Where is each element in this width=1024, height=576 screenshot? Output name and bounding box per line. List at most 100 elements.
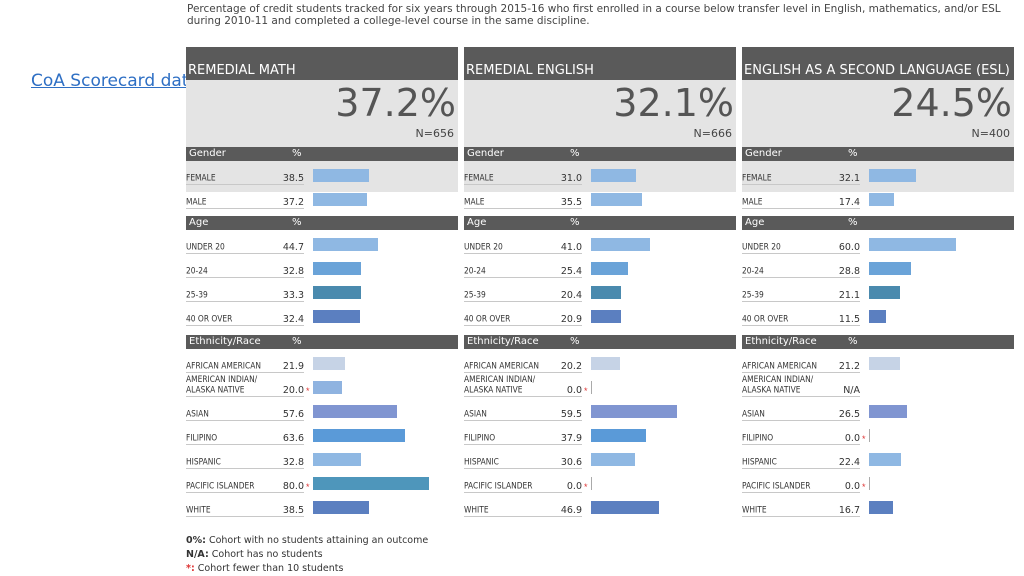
data-bar — [869, 357, 900, 370]
bar-row: MALE 35.5 — [464, 187, 736, 209]
section-title: Ethnicity/Race — [189, 336, 261, 347]
bar-row: HISPANIC 30.6 — [464, 447, 736, 469]
section-percent-label: % — [292, 148, 302, 159]
section-header: Gender% — [186, 147, 458, 161]
section-header: Gender% — [464, 147, 736, 161]
section-percent-label: % — [848, 217, 858, 228]
data-bar — [313, 453, 361, 466]
data-bar — [591, 405, 678, 418]
row-rule — [742, 325, 860, 326]
value-label: 21.2 — [838, 361, 860, 372]
bar-row: AMERICAN INDIAN/ ALASKA NATIVE 20.0 * — [186, 373, 458, 397]
bar-row: AMERICAN INDIAN/ ALASKA NATIVE N/A — [742, 373, 1014, 397]
category-label: 20-24 — [742, 265, 764, 276]
bar-row: WHITE 38.5 — [186, 495, 458, 517]
category-label: ASIAN — [742, 408, 765, 419]
category-label: AMERICAN INDIAN/ ALASKA NATIVE — [464, 373, 536, 395]
category-label: FEMALE — [742, 172, 772, 183]
bar-row: FEMALE 31.0 — [464, 163, 736, 185]
section-title: Age — [189, 217, 209, 228]
row-rule — [742, 516, 860, 517]
row-rule — [742, 444, 860, 445]
row-rule — [464, 444, 582, 445]
category-label: FILIPINO — [464, 432, 496, 443]
cohort-size: N=666 — [693, 127, 732, 140]
bar-row: PACIFIC ISLANDER 0.0 * — [742, 471, 1014, 493]
data-bar — [313, 501, 369, 514]
bar-row: UNDER 20 44.7 — [186, 232, 458, 254]
section-header: Age% — [742, 216, 1014, 230]
value-label: 0.0 — [566, 481, 582, 492]
row-rule — [186, 444, 304, 445]
category-label: AMERICAN INDIAN/ ALASKA NATIVE — [742, 373, 814, 395]
section-percent-label: % — [570, 336, 580, 347]
bar-row: 40 OR OVER 20.9 — [464, 304, 736, 326]
value-label: 0.0 — [844, 481, 860, 492]
section-title: Age — [467, 217, 487, 228]
value-label: 32.8 — [282, 457, 304, 468]
chart-panel: REMEDIAL MATH 37.2% N=656 Gender% FEMALE 38.5… — [186, 47, 458, 567]
data-bar — [591, 453, 636, 466]
bar-row: MALE 37.2 — [186, 187, 458, 209]
value-label: 60.0 — [838, 242, 860, 253]
category-label: 40 OR OVER — [464, 313, 511, 324]
row-rule — [742, 396, 860, 397]
value-label: 22.4 — [838, 457, 860, 468]
category-label: 25-39 — [742, 289, 764, 300]
data-bar — [869, 193, 895, 206]
legend-zero-key: 0%: — [186, 535, 206, 546]
row-rule — [464, 301, 582, 302]
bar-row: UNDER 20 60.0 — [742, 232, 1014, 254]
bar-row: FILIPINO 0.0 * — [742, 423, 1014, 445]
value-label: 44.7 — [282, 242, 304, 253]
row-rule — [742, 208, 860, 209]
category-label: UNDER 20 — [186, 241, 225, 252]
row-rule — [186, 208, 304, 209]
value-label: 33.3 — [282, 290, 304, 301]
data-bar — [869, 501, 894, 514]
row-rule — [186, 492, 304, 493]
legend-na: N/A: Cohort has no students — [186, 549, 323, 560]
value-label: 80.0 — [282, 481, 304, 492]
bar-row: 25-39 21.1 — [742, 280, 1014, 302]
row-rule — [186, 516, 304, 517]
small-cohort-marker: * — [862, 482, 866, 492]
bar-row: FILIPINO 37.9 — [464, 423, 736, 445]
value-label: 57.6 — [282, 409, 304, 420]
legend-zero: 0%: Cohort with no students attaining an… — [186, 535, 428, 546]
scorecard-data-link[interactable]: CoA Scorecard data — [31, 71, 199, 91]
section-title: Gender — [745, 148, 782, 159]
category-label: FILIPINO — [742, 432, 774, 443]
row-rule — [742, 468, 860, 469]
value-label: 20.2 — [560, 361, 582, 372]
value-label: 30.6 — [560, 457, 582, 468]
data-bar — [591, 262, 628, 275]
bar-row: AFRICAN AMERICAN 21.2 — [742, 351, 1014, 373]
value-label: 32.8 — [282, 266, 304, 277]
category-label: WHITE — [186, 504, 211, 515]
data-bar — [313, 310, 360, 323]
bar-row: WHITE 16.7 — [742, 495, 1014, 517]
bar-row: 20-24 28.8 — [742, 256, 1014, 278]
value-label: 35.5 — [560, 197, 582, 208]
data-bar — [313, 357, 345, 370]
data-bar — [591, 501, 659, 514]
category-label: WHITE — [742, 504, 767, 515]
bar-row: MALE 17.4 — [742, 187, 1014, 209]
value-label: 41.0 — [560, 242, 582, 253]
section-title: Gender — [189, 148, 226, 159]
bar-row: AMERICAN INDIAN/ ALASKA NATIVE 0.0 * — [464, 373, 736, 397]
value-label: 38.5 — [282, 505, 304, 516]
value-label: 28.8 — [838, 266, 860, 277]
data-bar — [869, 453, 902, 466]
row-rule — [464, 208, 582, 209]
value-label: 21.9 — [282, 361, 304, 372]
section-header: Ethnicity/Race% — [186, 335, 458, 349]
data-bar — [313, 238, 378, 251]
bar-row: HISPANIC 32.8 — [186, 447, 458, 469]
category-label: 20-24 — [186, 265, 208, 276]
section-percent-label: % — [848, 148, 858, 159]
value-label: 20.4 — [560, 290, 582, 301]
bar-row: UNDER 20 41.0 — [464, 232, 736, 254]
overall-percentage: 24.5% — [891, 81, 1012, 125]
